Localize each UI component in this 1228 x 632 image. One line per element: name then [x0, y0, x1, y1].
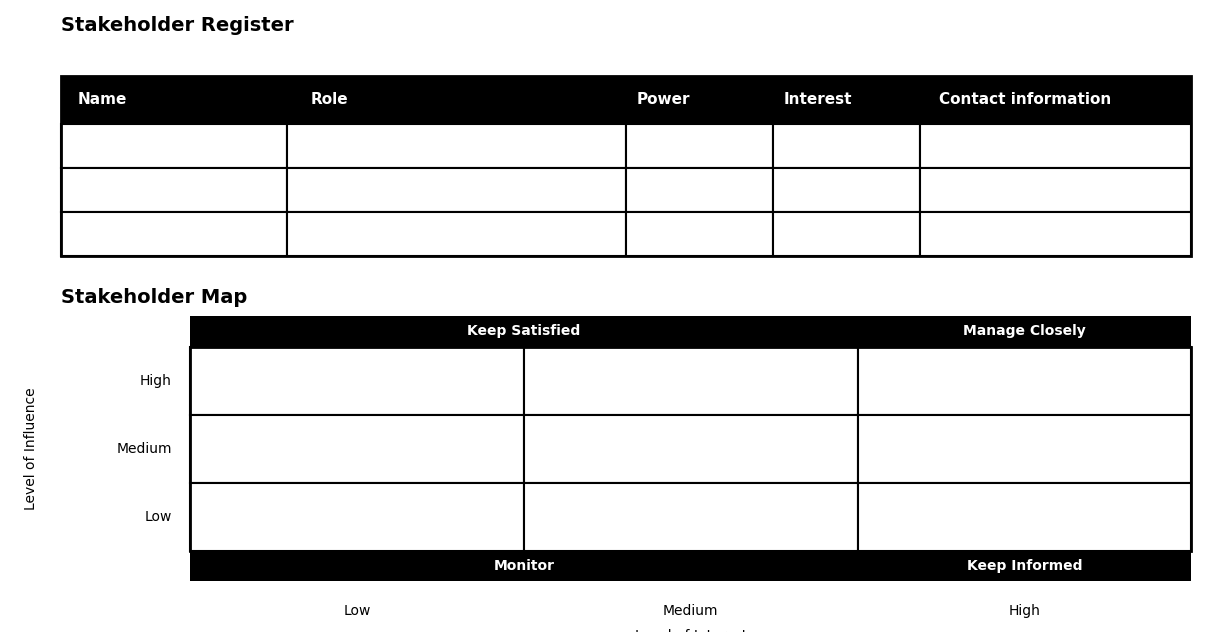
Text: Name: Name: [77, 92, 126, 107]
Text: Interest: Interest: [783, 92, 852, 107]
Text: Medium: Medium: [663, 604, 718, 617]
FancyBboxPatch shape: [857, 346, 1191, 415]
FancyBboxPatch shape: [61, 124, 287, 167]
FancyBboxPatch shape: [774, 167, 920, 212]
FancyBboxPatch shape: [287, 212, 626, 256]
Text: Manage Closely: Manage Closely: [963, 324, 1086, 338]
FancyBboxPatch shape: [61, 76, 287, 124]
FancyBboxPatch shape: [626, 167, 774, 212]
FancyBboxPatch shape: [857, 483, 1191, 551]
FancyBboxPatch shape: [774, 124, 920, 167]
Text: Stakeholder Map: Stakeholder Map: [61, 288, 248, 307]
FancyBboxPatch shape: [524, 483, 857, 551]
FancyBboxPatch shape: [920, 167, 1191, 212]
FancyBboxPatch shape: [774, 76, 920, 124]
Text: Keep Satisfied: Keep Satisfied: [468, 324, 581, 338]
FancyBboxPatch shape: [190, 483, 524, 551]
Text: Stakeholder Register: Stakeholder Register: [61, 16, 293, 35]
FancyBboxPatch shape: [524, 346, 857, 415]
FancyBboxPatch shape: [626, 76, 774, 124]
Text: High: High: [1008, 604, 1040, 617]
Text: Level of Influence: Level of Influence: [23, 387, 38, 510]
FancyBboxPatch shape: [774, 212, 920, 256]
FancyBboxPatch shape: [190, 551, 1191, 581]
Text: Medium: Medium: [117, 442, 172, 456]
Text: Contact information: Contact information: [939, 92, 1111, 107]
Text: Power: Power: [636, 92, 690, 107]
FancyBboxPatch shape: [857, 415, 1191, 483]
FancyBboxPatch shape: [287, 167, 626, 212]
FancyBboxPatch shape: [61, 167, 287, 212]
FancyBboxPatch shape: [287, 76, 626, 124]
FancyBboxPatch shape: [626, 124, 774, 167]
Text: Low: Low: [145, 510, 172, 524]
Text: Low: Low: [344, 604, 371, 617]
FancyBboxPatch shape: [920, 212, 1191, 256]
FancyBboxPatch shape: [287, 124, 626, 167]
Text: Level of Interest: Level of Interest: [635, 629, 747, 632]
FancyBboxPatch shape: [920, 124, 1191, 167]
Text: Keep Informed: Keep Informed: [966, 559, 1082, 573]
FancyBboxPatch shape: [61, 212, 287, 256]
FancyBboxPatch shape: [524, 415, 857, 483]
FancyBboxPatch shape: [626, 212, 774, 256]
Text: High: High: [140, 374, 172, 387]
FancyBboxPatch shape: [190, 316, 1191, 346]
Text: Role: Role: [311, 92, 349, 107]
FancyBboxPatch shape: [920, 76, 1191, 124]
FancyBboxPatch shape: [190, 415, 524, 483]
Text: Monitor: Monitor: [494, 559, 555, 573]
FancyBboxPatch shape: [190, 346, 524, 415]
